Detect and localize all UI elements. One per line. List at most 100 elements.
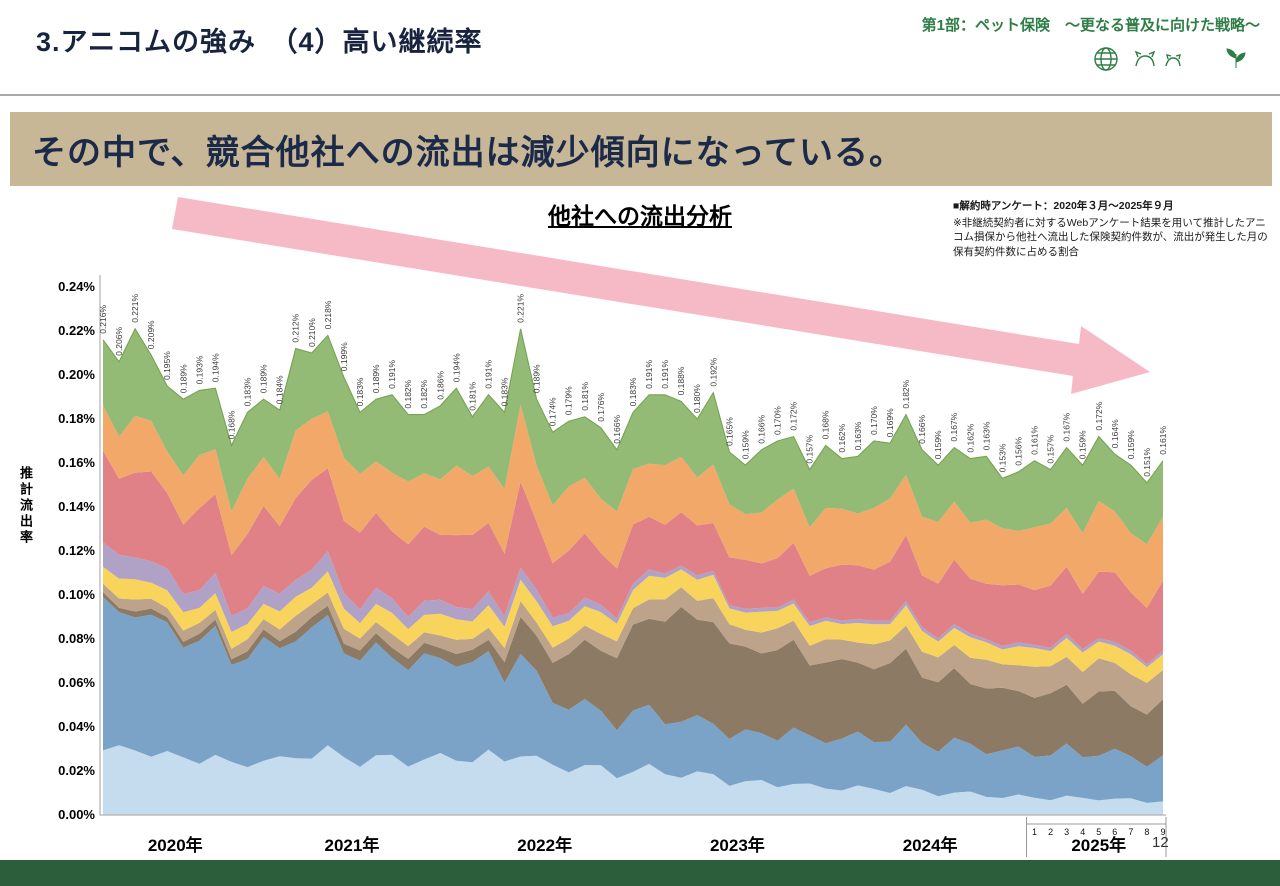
svg-text:0.04%: 0.04% [58, 719, 95, 734]
svg-text:0.199%: 0.199% [339, 342, 349, 371]
svg-text:0.166%: 0.166% [612, 415, 622, 444]
svg-text:0.22%: 0.22% [58, 323, 95, 338]
svg-text:0.167%: 0.167% [949, 412, 959, 441]
header-decoration [1094, 47, 1246, 71]
globe-icon [1094, 47, 1118, 71]
y-axis-tick-labels: 0.00% 0.02% 0.04% 0.06% 0.08% 0.10% 0.12% 0.14%… [58, 279, 95, 822]
svg-text:0.169%: 0.169% [885, 408, 895, 437]
svg-text:0.182%: 0.182% [403, 379, 413, 408]
svg-text:0.189%: 0.189% [371, 364, 381, 393]
svg-text:0.166%: 0.166% [917, 415, 927, 444]
svg-text:0.194%: 0.194% [451, 353, 461, 382]
svg-text:0.10%: 0.10% [58, 587, 95, 602]
svg-text:0.216%: 0.216% [98, 305, 108, 334]
chart-areas [102, 327, 1164, 815]
svg-text:0.184%: 0.184% [275, 375, 285, 404]
area-layer-1-pale-blue [103, 745, 1163, 815]
svg-text:5: 5 [1096, 827, 1101, 837]
x-axis-year-labels: 2020年 2021年 2022年 2023年 2024年 2025年 [148, 835, 1126, 855]
svg-text:0.183%: 0.183% [628, 377, 638, 406]
svg-text:0.209%: 0.209% [146, 320, 156, 349]
svg-text:0.170%: 0.170% [869, 406, 879, 435]
total-top-edge [102, 327, 1164, 484]
area-layer-2-steel-blue [103, 597, 1163, 803]
svg-text:0.179%: 0.179% [564, 386, 574, 415]
svg-text:0.218%: 0.218% [323, 300, 333, 329]
svg-text:6: 6 [1112, 827, 1117, 837]
chart-data-labels: 0.216% 0.206% 0.221% 0.209% 0.195% 0.189% 0.19… [98, 294, 1168, 477]
y-axis-title: 推計流出率 [18, 466, 33, 546]
svg-text:0.210%: 0.210% [307, 318, 317, 347]
svg-text:0.153%: 0.153% [997, 443, 1007, 472]
svg-text:0.159%: 0.159% [740, 430, 750, 459]
svg-text:0.08%: 0.08% [58, 631, 95, 646]
svg-text:0.168%: 0.168% [821, 410, 831, 439]
svg-text:0.161%: 0.161% [1030, 426, 1040, 455]
svg-text:0.188%: 0.188% [676, 366, 686, 395]
svg-text:0.172%: 0.172% [789, 401, 799, 430]
svg-text:0.162%: 0.162% [837, 423, 847, 452]
svg-text:2025年: 2025年 [1071, 835, 1126, 855]
page-title: 3.アニコムの強み （4）高い継続率 [36, 27, 483, 57]
svg-text:0.159%: 0.159% [933, 430, 943, 459]
svg-text:0.159%: 0.159% [1078, 430, 1088, 459]
svg-text:0.191%: 0.191% [483, 360, 493, 389]
svg-text:0.170%: 0.170% [773, 406, 783, 435]
svg-text:0.186%: 0.186% [435, 371, 445, 400]
svg-text:0.195%: 0.195% [162, 351, 172, 380]
svg-text:0.151%: 0.151% [1142, 448, 1152, 477]
svg-text:0.163%: 0.163% [853, 421, 863, 450]
svg-text:0.183%: 0.183% [500, 377, 510, 406]
svg-text:0.14%: 0.14% [58, 499, 95, 514]
svg-text:0.174%: 0.174% [548, 397, 558, 426]
footnote-methodology: ※非継続契約者に対するWebアンケート結果を用いて推計したアニコム損保から他社へ… [953, 216, 1268, 259]
axis-lines [99, 275, 1166, 816]
svg-text:0.165%: 0.165% [724, 417, 734, 446]
chart-title: 他社への流出分析 [548, 203, 732, 229]
area-layer-7-red [103, 450, 1163, 665]
svg-text:0.167%: 0.167% [1062, 412, 1072, 441]
svg-text:3: 3 [1064, 827, 1069, 837]
sprout-icon [1226, 48, 1246, 69]
trend-down-arrow [172, 197, 1150, 394]
chart-footnotes: ■解約時アンケート：2020年３月～2025年９月 ※非継続契約者に対するWeb… [953, 199, 1273, 260]
area-layer-4-tan [103, 583, 1163, 715]
header-divider [0, 94, 1280, 96]
svg-text:0.12%: 0.12% [58, 543, 95, 558]
x-axis-2025-month-digits: 1 2 3 4 5 6 7 8 9 [1026, 817, 1167, 857]
svg-text:2: 2 [1048, 827, 1053, 837]
svg-text:0.180%: 0.180% [692, 384, 702, 413]
svg-text:0.194%: 0.194% [210, 353, 220, 382]
svg-text:0.172%: 0.172% [1094, 401, 1104, 430]
svg-text:1: 1 [1032, 827, 1037, 837]
key-message-banner: その中で、競合他社への流出は減少傾向になっている。 [10, 112, 1272, 186]
svg-text:0.181%: 0.181% [580, 382, 590, 411]
area-layer-9-green [103, 328, 1163, 545]
svg-text:0.191%: 0.191% [387, 360, 397, 389]
footer-bar [0, 860, 1280, 886]
svg-text:9: 9 [1160, 827, 1165, 837]
svg-text:0.181%: 0.181% [467, 382, 477, 411]
svg-text:7: 7 [1128, 827, 1133, 837]
svg-text:0.191%: 0.191% [644, 360, 654, 389]
svg-text:0.161%: 0.161% [1158, 426, 1168, 455]
svg-text:0.176%: 0.176% [596, 393, 606, 422]
svg-text:0.156%: 0.156% [1013, 437, 1023, 466]
section-tagline: 第1部：ペット保険 ～更なる普及に向けた戦略～ [921, 17, 1260, 34]
svg-text:0.182%: 0.182% [419, 379, 429, 408]
svg-text:0.00%: 0.00% [58, 807, 95, 822]
svg-text:0.20%: 0.20% [58, 367, 95, 382]
svg-text:0.163%: 0.163% [981, 421, 991, 450]
svg-text:0.182%: 0.182% [901, 379, 911, 408]
svg-text:2022年: 2022年 [517, 835, 572, 855]
svg-text:0.157%: 0.157% [1046, 434, 1056, 463]
svg-text:2021年: 2021年 [325, 835, 380, 855]
svg-text:4: 4 [1080, 827, 1085, 837]
svg-text:0.193%: 0.193% [194, 355, 204, 384]
svg-text:0.24%: 0.24% [58, 279, 95, 294]
svg-text:0.159%: 0.159% [1126, 430, 1136, 459]
svg-text:8: 8 [1144, 827, 1149, 837]
svg-text:0.06%: 0.06% [58, 675, 95, 690]
svg-text:0.206%: 0.206% [114, 327, 124, 356]
